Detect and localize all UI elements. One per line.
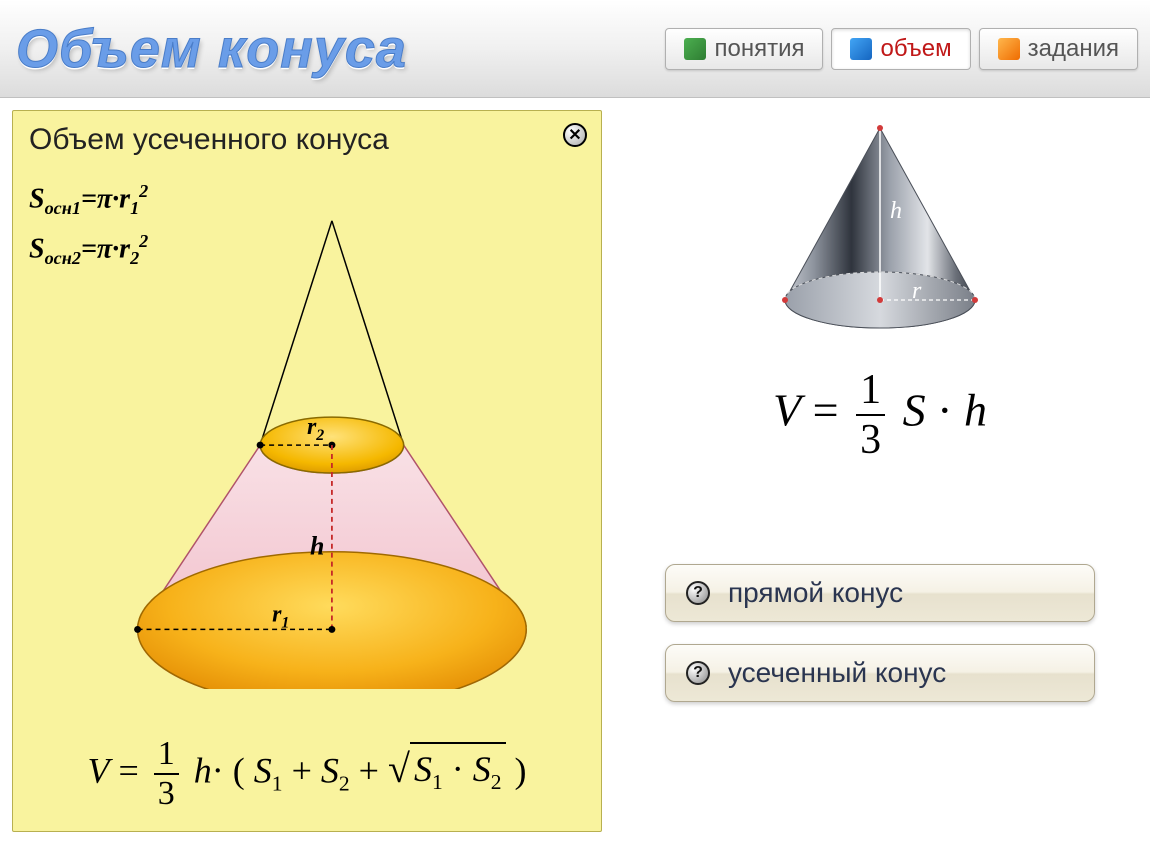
tab-concepts[interactable]: понятия — [665, 28, 823, 70]
help-icon: ? — [686, 581, 710, 605]
tab-volume[interactable]: объем — [831, 28, 970, 70]
tab-label: объем — [880, 35, 951, 63]
frustum-volume-formula: V = 1 3 h· ( S1 + S2 + √ S1 · S2 ) — [13, 735, 601, 813]
close-icon[interactable]: ✕ — [563, 123, 587, 147]
label-r-small: r — [912, 278, 921, 305]
topbar: Объем конуса понятия объем задания — [0, 0, 1150, 98]
cone-type-buttons: ? прямой конус ? усеченный конус — [665, 564, 1095, 702]
page-title: Объем конуса — [12, 18, 407, 80]
tab-label: понятия — [714, 35, 804, 63]
button-label: прямой конус — [728, 577, 903, 609]
button-label: усеченный конус — [728, 657, 946, 689]
volume-icon — [850, 38, 872, 60]
content: Объем усеченного конуса ✕ Sосн1=π·r12 Sо… — [0, 98, 1150, 844]
frustum-diagram: r2 h r1 — [13, 171, 601, 689]
tab-tasks[interactable]: задания — [979, 28, 1138, 70]
small-cone-diagram: h r — [730, 120, 1030, 340]
right-column: h r V = 1 3 S · h ? прямой конус ? усече… — [622, 110, 1138, 832]
panel-title: Объем усеченного конуса — [29, 123, 585, 157]
concepts-icon — [684, 38, 706, 60]
label-h-small: h — [890, 198, 902, 225]
button-truncated-cone[interactable]: ? усеченный конус — [665, 644, 1095, 702]
tasks-icon — [998, 38, 1020, 60]
tab-bar: понятия объем задания — [665, 28, 1138, 70]
label-h: h — [310, 532, 324, 561]
tab-label: задания — [1028, 35, 1119, 63]
frustum-panel: Объем усеченного конуса ✕ Sосн1=π·r12 Sо… — [12, 110, 602, 832]
cone-volume-formula: V = 1 3 S · h — [773, 366, 987, 464]
button-straight-cone[interactable]: ? прямой конус — [665, 564, 1095, 622]
help-icon: ? — [686, 661, 710, 685]
